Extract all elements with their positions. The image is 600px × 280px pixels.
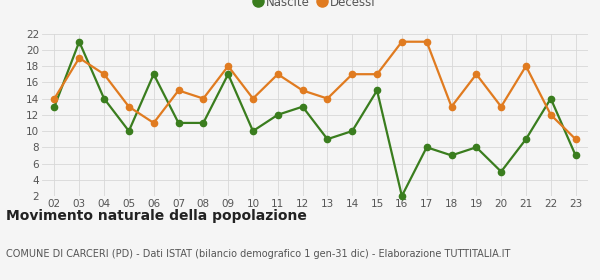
Text: Movimento naturale della popolazione: Movimento naturale della popolazione xyxy=(6,209,307,223)
Legend: Nascite, Decessi: Nascite, Decessi xyxy=(250,0,380,13)
Text: COMUNE DI CARCERI (PD) - Dati ISTAT (bilancio demografico 1 gen-31 dic) - Elabor: COMUNE DI CARCERI (PD) - Dati ISTAT (bil… xyxy=(6,249,511,259)
